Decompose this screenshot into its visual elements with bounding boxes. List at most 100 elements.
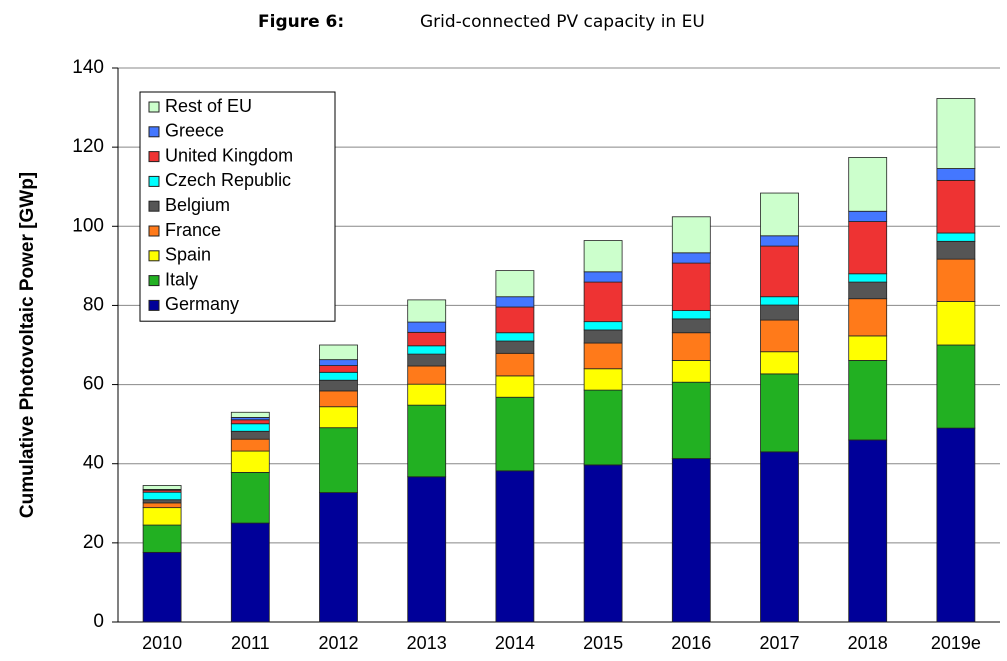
bar-segment — [495, 296, 535, 308]
x-tick-label: 2013 — [407, 633, 447, 653]
bar-segment — [142, 551, 182, 623]
bar-segment — [936, 179, 976, 234]
bar-segment — [230, 522, 270, 623]
bar-segment — [495, 270, 535, 298]
x-tick-label: 2016 — [671, 633, 711, 653]
y-tick-label: 40 — [83, 453, 104, 474]
bar-segment — [760, 192, 799, 237]
legend-label: Spain — [165, 245, 211, 265]
bar-segment — [848, 298, 888, 337]
bar-segment — [142, 499, 182, 504]
bar-segment — [671, 360, 711, 383]
bar-segment — [407, 404, 447, 478]
bar-segment — [583, 464, 623, 623]
bar-segment — [848, 335, 888, 361]
bar-segment — [319, 427, 358, 494]
bar-segment — [319, 492, 358, 623]
legend-swatch — [148, 126, 160, 138]
legend-label: Belgium — [165, 195, 230, 215]
bar-segment — [319, 379, 358, 392]
bar-segment — [407, 345, 447, 355]
bar-segment — [495, 470, 535, 623]
bar-segment — [407, 383, 447, 406]
y-tick-label: 120 — [72, 136, 104, 157]
bar-segment — [848, 210, 888, 222]
bar-segment — [760, 351, 799, 375]
legend-label: Italy — [165, 269, 198, 289]
bar-segment — [848, 273, 888, 283]
bar-segment — [583, 321, 623, 331]
legend-swatch — [148, 299, 160, 311]
bar-segment — [848, 281, 888, 300]
bar-segment — [142, 507, 182, 526]
bar-segment — [230, 411, 270, 418]
bar-segment — [760, 451, 799, 623]
legend-label: Rest of EU — [165, 96, 252, 116]
bar-segment — [407, 299, 447, 323]
bar-segment — [495, 375, 535, 398]
bar-segment — [583, 329, 623, 344]
bar-segment — [936, 427, 976, 623]
bar-segment — [230, 430, 270, 440]
bar-segment — [495, 396, 535, 472]
y-tick-label: 20 — [83, 532, 104, 553]
bar-segment — [760, 373, 799, 453]
bar-segment — [671, 332, 711, 361]
bar-segment — [936, 98, 976, 169]
bar-segment — [319, 344, 358, 361]
bar-segment — [142, 491, 182, 501]
y-tick-label: 80 — [83, 294, 104, 315]
bar-segment — [671, 252, 711, 264]
bar-segment — [760, 245, 799, 298]
bar-segment — [407, 321, 447, 333]
bar-segment — [319, 390, 358, 408]
x-tick-label: 2010 — [142, 633, 182, 653]
y-tick-label: 140 — [72, 57, 104, 78]
x-tick-label: 2012 — [318, 633, 358, 653]
bar-segment — [848, 439, 888, 623]
bar-segment — [936, 258, 976, 302]
legend-label: United Kingdom — [165, 145, 293, 165]
bar-segment — [230, 450, 270, 473]
bar-segment — [848, 157, 888, 212]
bar-segment — [760, 304, 799, 321]
bar-segment — [848, 360, 888, 441]
bar-segment — [760, 319, 799, 353]
x-tick-label: 2019e — [931, 633, 981, 653]
bar-segment — [936, 240, 976, 260]
bar-segment — [142, 524, 182, 553]
x-tick-label: 2014 — [495, 633, 535, 653]
bar-segment — [230, 438, 270, 452]
x-tick-label: 2017 — [759, 633, 799, 653]
bar-segment — [319, 365, 358, 373]
bar-segment — [495, 306, 535, 334]
bar-segment — [583, 342, 623, 370]
legend-swatch — [148, 275, 160, 287]
bar-segment — [936, 301, 976, 346]
bar-segment — [671, 318, 711, 334]
y-tick-label: 60 — [83, 374, 104, 395]
bar-segment — [936, 232, 976, 242]
bar-segment — [495, 352, 535, 377]
bar-segment — [495, 332, 535, 342]
bar-segment — [583, 368, 623, 391]
bar-segment — [230, 423, 270, 432]
x-tick-label: 2015 — [583, 633, 623, 653]
bar-segment — [319, 359, 358, 366]
bar-segment — [848, 221, 888, 275]
legend-swatch — [148, 175, 160, 187]
bar-segment — [671, 216, 711, 254]
bar-segment — [407, 476, 447, 623]
bar-segment — [671, 381, 711, 459]
bar-segment — [671, 310, 711, 320]
bar-segment — [583, 240, 623, 273]
bar-segment — [936, 168, 976, 181]
bar-segment — [319, 406, 358, 429]
y-axis-label: Cumulative Photovoltaic Power [GWp] — [17, 172, 38, 518]
legend-label: Greece — [165, 121, 224, 141]
legend-label: Germany — [165, 294, 239, 314]
bar-segment — [936, 344, 976, 429]
bar-segment — [583, 389, 623, 466]
legend-swatch — [148, 200, 160, 212]
